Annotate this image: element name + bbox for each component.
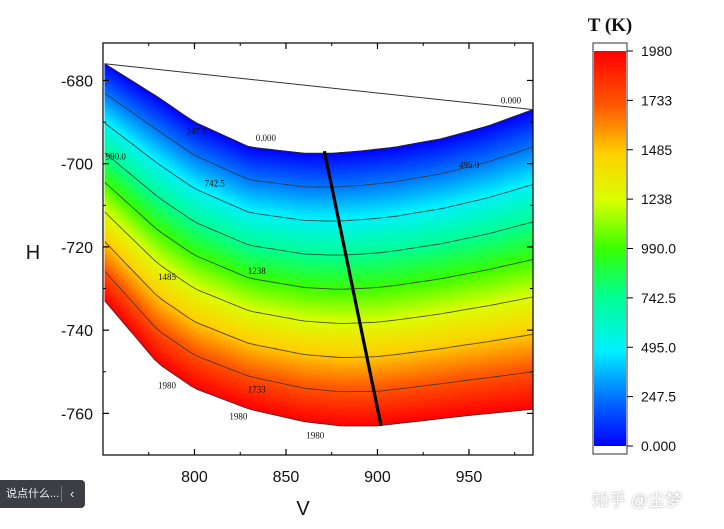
contour-label: 0.000 <box>256 133 277 143</box>
contour-line <box>104 122 533 222</box>
y-tick-label: -700 <box>61 157 93 174</box>
contour-label: 1238 <box>248 266 267 276</box>
y-tick-label: -740 <box>61 323 93 340</box>
contour-label: 990.0 <box>106 152 127 162</box>
x-tick-label: 850 <box>273 469 300 486</box>
contour-line <box>104 182 533 290</box>
plot-frame <box>102 42 534 456</box>
contour-line <box>104 300 533 427</box>
y-tick-label: -720 <box>61 240 93 257</box>
y-tick-label: -760 <box>61 406 93 423</box>
colorbar-tick-label: 742.5 <box>641 290 676 306</box>
colorbar-tick-label: 0.000 <box>641 438 676 454</box>
toast-divider <box>61 486 62 502</box>
contour-line <box>104 152 533 256</box>
contour-label: 1980 <box>306 430 325 440</box>
colorbar-tick-label: 1238 <box>641 191 672 207</box>
colorbar-tick-label: 990.0 <box>641 241 676 257</box>
contour-label: 495.0 <box>459 160 480 170</box>
comment-toast[interactable]: 说点什么... ‹ <box>0 480 85 508</box>
contour-line <box>104 241 533 358</box>
x-tick-label: 800 <box>181 469 208 486</box>
x-axis-title: V <box>296 498 310 520</box>
colorbar-gradient <box>594 51 626 446</box>
colorbar-title: T (K) <box>588 15 633 36</box>
contour-label: 247.5 <box>186 127 207 137</box>
path-line <box>322 150 383 427</box>
toast-text: 说点什么... <box>6 488 60 500</box>
colorbar-tick-label: 1485 <box>641 142 672 158</box>
contour-line <box>104 93 533 188</box>
contour-label: 0.000 <box>501 95 522 105</box>
contour-label: 1733 <box>248 385 267 395</box>
y-tick-label: -680 <box>61 73 93 90</box>
colorbar-tick-label: 1733 <box>641 92 672 108</box>
y-axis-title: H <box>26 242 40 264</box>
x-tick-label: 950 <box>456 469 483 486</box>
contour-line <box>104 211 533 324</box>
colorbar-tick-label: 247.5 <box>641 389 676 405</box>
contour-label: 1980 <box>229 412 248 422</box>
contour-line <box>104 271 533 393</box>
contour-label: 1980 <box>158 380 177 390</box>
contour-label: 1485 <box>158 272 177 282</box>
contour-line-zero <box>104 63 533 154</box>
watermark: 知乎 @尘梦 <box>592 491 682 510</box>
convex-hull-line <box>104 63 533 111</box>
colorbar-tick-label: 1980 <box>641 43 672 59</box>
collapse-chevron-icon[interactable]: ‹ <box>70 486 75 501</box>
colorbar-tick-label: 495.0 <box>641 339 676 355</box>
contour-label: 742.5 <box>204 179 225 189</box>
x-tick-label: 900 <box>364 469 391 486</box>
